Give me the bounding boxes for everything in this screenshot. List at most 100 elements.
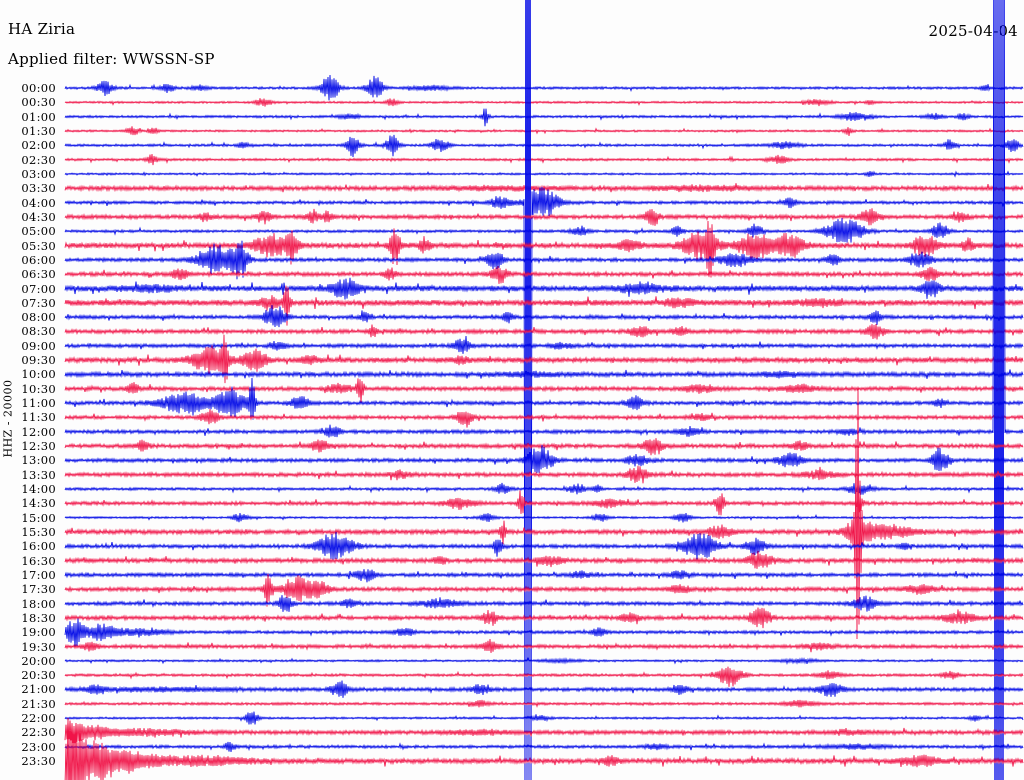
seismogram-trace-2130 (64, 699, 1024, 708)
row-time-label: 01:30 (21, 124, 56, 138)
seismogram-trace-0800 (64, 305, 1024, 328)
row-time-label: 00:00 (21, 81, 56, 95)
row-time-label: 10:30 (21, 381, 56, 396)
seismogram-trace-1130 (64, 409, 1024, 428)
seismogram-trace-1900 (64, 618, 1024, 648)
row-time-label: 09:30 (21, 353, 56, 368)
row-time-label: 05:00 (21, 224, 56, 239)
row-time-label: 14:00 (21, 482, 56, 496)
row-time-label: 11:00 (21, 396, 56, 410)
row-time-label: 08:30 (21, 324, 56, 339)
seismogram-trace-0500 (64, 218, 1024, 243)
seismogram-trace-0300 (64, 170, 1024, 178)
row-time-label: 14:30 (21, 496, 56, 511)
seismogram-trace-0200 (64, 134, 1024, 158)
row-time-label: 06:30 (21, 267, 56, 282)
seismogram-trace-1700 (64, 569, 1024, 583)
seismogram-trace-2300 (64, 741, 1024, 753)
row-time-label: 07:30 (21, 295, 56, 310)
seismogram-trace-0830 (64, 323, 1024, 340)
row-time-label: 04:30 (21, 209, 56, 224)
seismogram-trace-1000 (64, 369, 1024, 379)
date-label: 2025-04-04 (928, 22, 1018, 40)
seismogram-trace-1430 (64, 490, 1024, 516)
seismogram-trace-1230 (64, 438, 1024, 456)
row-time-label: 19:30 (21, 639, 56, 654)
seismogram-trace-0430 (64, 208, 1024, 226)
row-time-label: 03:00 (21, 166, 56, 181)
seismogram-trace-0000 (64, 74, 1024, 101)
seismogram-trace-1830 (64, 607, 1024, 629)
row-time-label: 21:30 (21, 696, 56, 711)
seismogram-trace-1530 (64, 386, 1024, 640)
seismogram-trace-0630 (64, 265, 1024, 284)
seismogram-trace-0900 (64, 335, 1024, 354)
row-time-label: 06:00 (21, 252, 56, 267)
row-time-label: 23:30 (21, 754, 56, 768)
row-time-label: 11:30 (21, 410, 56, 425)
seismogram-trace-2200 (64, 711, 1024, 725)
applied-filter-label: Applied filter: WWSSN-SP (8, 50, 215, 68)
row-time-label: 12:00 (21, 424, 56, 439)
row-time-label: 00:30 (21, 95, 56, 110)
row-time-label: 16:00 (21, 539, 56, 554)
seismogram-trace-1100 (64, 377, 1024, 420)
seismogram-trace-0030 (64, 98, 1024, 107)
seismogram-trace-1930 (64, 638, 1024, 653)
row-time-label: 22:00 (21, 711, 56, 726)
row-time-label: 18:00 (21, 596, 56, 611)
seismogram-trace-1030 (64, 378, 1024, 404)
seismogram-trace-0230 (64, 153, 1024, 166)
row-time-label: 04:00 (21, 195, 56, 210)
seismogram-trace-1630 (64, 550, 1024, 569)
row-time-label: 16:30 (21, 553, 56, 568)
seismogram-trace-1200 (64, 0, 1024, 780)
seismogram-trace-0400 (64, 0, 1024, 780)
seismogram-trace-2230 (64, 720, 1024, 744)
row-time-label: 03:30 (21, 181, 56, 196)
station-title: HA Ziria (8, 20, 76, 38)
seismogram-trace-0100 (64, 108, 1024, 127)
seismogram-trace-1500 (64, 512, 1024, 523)
row-time-label: 19:00 (21, 625, 56, 640)
seismogram-trace-1600 (64, 531, 1024, 560)
seismogram-trace-2030 (64, 666, 1024, 687)
row-time-label: 13:00 (21, 453, 56, 468)
seismogram-trace-1800 (64, 595, 1024, 612)
row-time-label: 17:00 (21, 567, 56, 582)
row-time-label: 20:00 (21, 653, 56, 668)
seismogram-trace-2330 (64, 717, 1024, 780)
seismogram-trace-1330 (64, 465, 1024, 484)
seismogram-trace-1400 (64, 482, 1024, 495)
row-time-label: 08:00 (21, 310, 56, 325)
row-time-label: 05:30 (21, 238, 56, 253)
row-time-label: 15:00 (21, 510, 56, 525)
seismogram-trace-0930 (64, 334, 1024, 384)
row-time-label: 12:30 (21, 439, 56, 453)
seismogram-trace-0700 (64, 277, 1024, 300)
seismogram-trace-0330 (64, 183, 1024, 193)
seismogram-trace-2000 (64, 657, 1024, 665)
row-time-label: 20:30 (21, 668, 56, 683)
row-time-label: 18:30 (21, 610, 56, 625)
seismogram-trace-0530 (64, 220, 1024, 278)
seismogram-trace-1730 (64, 573, 1024, 607)
row-time-label: 07:00 (21, 281, 56, 296)
row-time-label: 15:30 (21, 524, 56, 539)
row-time-label: 13:30 (21, 467, 56, 482)
row-time-label: 09:00 (21, 338, 56, 353)
seismogram-trace-0600 (64, 240, 1024, 280)
seismogram-trace-2100 (64, 680, 1024, 698)
row-time-label: 23:00 (21, 739, 56, 754)
row-time-label: 21:00 (21, 682, 56, 697)
row-time-label: 02:00 (21, 138, 56, 153)
seismogram-trace-1300 (64, 444, 1024, 473)
row-time-label: 17:30 (21, 582, 56, 597)
row-time-label: 22:30 (21, 725, 56, 740)
seismogram-trace-0730 (64, 285, 1024, 326)
row-time-label: 01:00 (21, 109, 56, 124)
row-time-label: 10:00 (21, 367, 56, 382)
row-time-label: 02:30 (21, 152, 56, 167)
seismogram-trace-0130 (64, 126, 1024, 136)
